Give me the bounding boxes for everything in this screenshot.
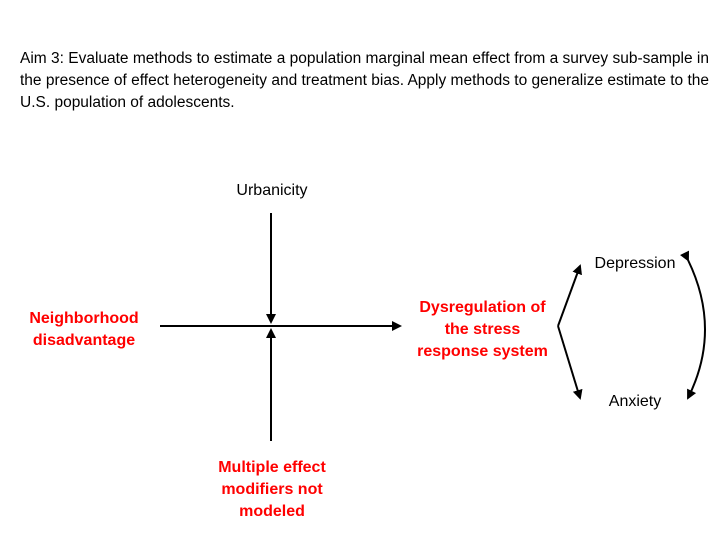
depression-node: Depression (585, 253, 685, 275)
urbanicity-label: Urbanicity (236, 182, 308, 199)
dysregulation-label-line-2: the stress (444, 321, 521, 338)
anxiety-label: Anxiety (608, 393, 662, 410)
aim-description: Aim 3: Evaluate methods to estimate a po… (20, 50, 710, 111)
dysregulation-node: Dysregulation of the stress response sys… (405, 297, 560, 363)
dysregulation-label-line-1: Dysregulation of (419, 299, 546, 316)
depression-arrow (557, 264, 582, 327)
dysregulation-label-line-3: response system (417, 343, 548, 360)
neighborhood-label-line-2: disadvantage (32, 332, 136, 349)
comorbidity-curved-arrow (680, 250, 706, 400)
neighborhood-disadvantage-node: Neighborhood disadvantage (14, 308, 154, 352)
modifiers-label-line-3: modeled (239, 503, 305, 520)
depression-label: Depression (594, 255, 676, 272)
modifiers-label-line-1: Multiple effect (218, 459, 326, 476)
effect-modifiers-node: Multiple effect modifiers not modeled (192, 457, 352, 523)
anxiety-arrow (557, 325, 583, 400)
modifiers-label-line-2: modifiers not (221, 481, 323, 498)
neighborhood-label-line-1: Neighborhood (29, 310, 139, 327)
urbanicity-node: Urbanicity (222, 180, 322, 202)
anxiety-node: Anxiety (590, 391, 680, 413)
